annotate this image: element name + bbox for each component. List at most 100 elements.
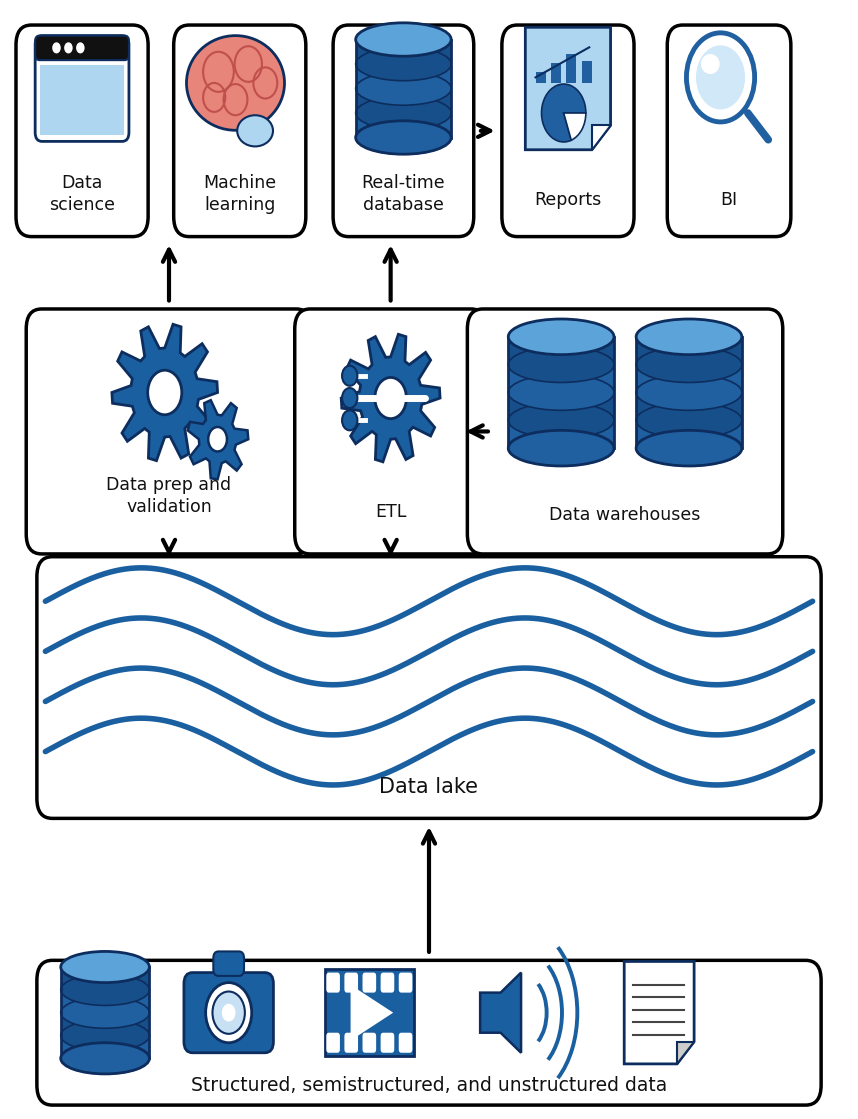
Polygon shape [636,393,742,421]
Polygon shape [341,335,440,462]
FancyBboxPatch shape [27,309,311,554]
Polygon shape [525,27,611,150]
FancyBboxPatch shape [35,36,129,60]
Polygon shape [508,365,614,393]
Wedge shape [541,84,586,142]
Polygon shape [508,337,614,365]
Ellipse shape [61,951,149,982]
Ellipse shape [508,375,614,411]
Ellipse shape [356,121,451,154]
Ellipse shape [61,1043,149,1074]
Circle shape [52,43,61,54]
FancyBboxPatch shape [40,65,124,134]
Wedge shape [564,113,586,140]
Ellipse shape [636,319,742,355]
FancyBboxPatch shape [16,25,148,236]
FancyBboxPatch shape [173,25,305,236]
Polygon shape [351,985,393,1041]
Text: BI: BI [721,191,738,209]
FancyBboxPatch shape [363,972,376,993]
Ellipse shape [61,1043,149,1074]
Text: Data lake: Data lake [379,778,479,797]
Polygon shape [356,39,451,64]
Ellipse shape [508,347,614,383]
Ellipse shape [61,975,149,1006]
Polygon shape [592,125,611,150]
FancyBboxPatch shape [668,25,791,236]
FancyBboxPatch shape [214,951,244,976]
Ellipse shape [356,96,451,130]
FancyBboxPatch shape [326,1033,340,1053]
Ellipse shape [636,347,742,383]
Polygon shape [508,393,614,421]
Ellipse shape [508,431,614,466]
Ellipse shape [356,72,451,105]
Text: ETL: ETL [375,502,407,520]
Polygon shape [636,337,742,365]
FancyBboxPatch shape [37,557,821,818]
Polygon shape [61,990,149,1013]
Polygon shape [508,421,614,448]
Ellipse shape [636,431,742,466]
Circle shape [76,43,85,54]
Polygon shape [625,961,694,1064]
Circle shape [342,388,358,408]
Ellipse shape [356,47,451,81]
FancyBboxPatch shape [502,25,634,236]
Ellipse shape [636,403,742,439]
Text: Data prep and
validation: Data prep and validation [106,476,232,516]
Polygon shape [356,113,451,138]
Circle shape [342,411,358,431]
Circle shape [64,43,73,54]
Ellipse shape [508,431,614,466]
Polygon shape [636,421,742,448]
Polygon shape [535,72,546,83]
Circle shape [148,370,182,415]
Polygon shape [188,401,248,479]
FancyBboxPatch shape [324,969,414,1056]
FancyBboxPatch shape [344,1033,358,1053]
Polygon shape [356,88,451,113]
Polygon shape [582,60,592,83]
Text: Real-time
database: Real-time database [361,175,445,215]
Ellipse shape [186,36,285,130]
Circle shape [206,982,251,1043]
FancyBboxPatch shape [399,1033,413,1053]
Text: Data warehouses: Data warehouses [549,506,701,524]
Polygon shape [551,63,561,83]
Polygon shape [112,325,218,461]
FancyBboxPatch shape [381,972,395,993]
FancyBboxPatch shape [37,960,821,1106]
Circle shape [686,32,755,122]
Ellipse shape [636,431,742,466]
Circle shape [208,427,227,451]
FancyBboxPatch shape [184,972,274,1053]
Text: Machine
learning: Machine learning [203,175,276,215]
Circle shape [222,1004,235,1022]
Circle shape [342,366,358,386]
Polygon shape [566,54,577,83]
Circle shape [375,377,407,419]
Text: Reports: Reports [535,191,601,209]
FancyBboxPatch shape [399,972,413,993]
Polygon shape [636,365,742,393]
Polygon shape [677,1042,694,1064]
FancyBboxPatch shape [381,1033,395,1053]
Ellipse shape [701,54,720,74]
Ellipse shape [356,22,451,56]
Ellipse shape [508,403,614,439]
FancyBboxPatch shape [363,1033,376,1053]
FancyBboxPatch shape [326,972,340,993]
Ellipse shape [356,121,451,154]
Ellipse shape [237,115,273,147]
Ellipse shape [508,319,614,355]
Circle shape [696,45,745,110]
Polygon shape [61,1013,149,1035]
Circle shape [213,991,245,1034]
Polygon shape [480,972,521,1053]
Ellipse shape [61,1019,149,1051]
FancyBboxPatch shape [468,309,782,554]
Text: Data
science: Data science [49,175,115,215]
FancyBboxPatch shape [333,25,474,236]
Polygon shape [61,1035,149,1059]
